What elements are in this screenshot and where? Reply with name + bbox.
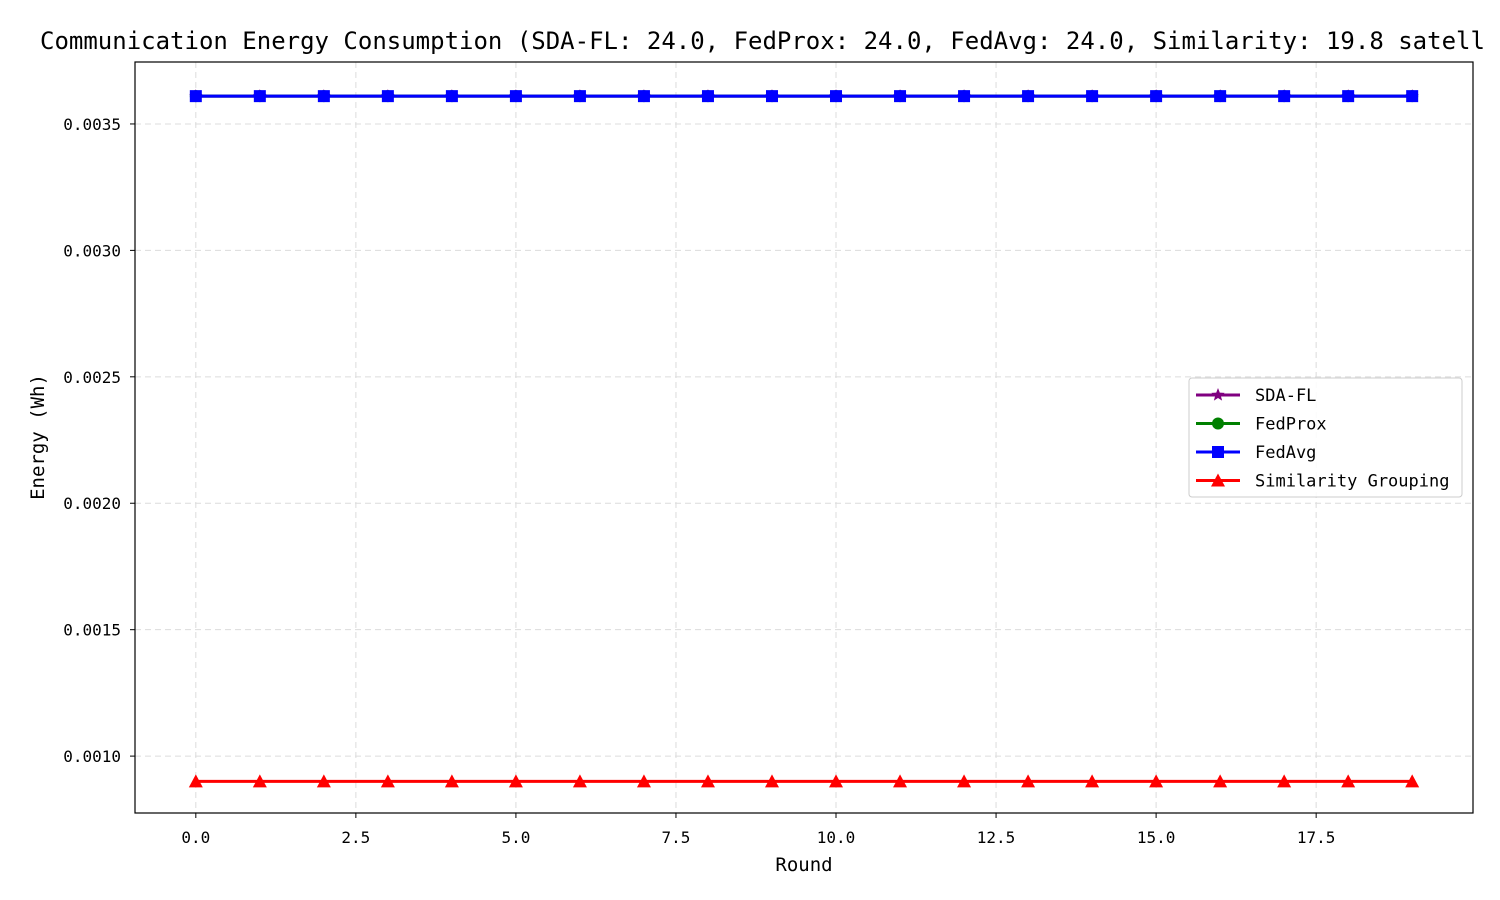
legend-label: SDA-FL	[1255, 386, 1316, 406]
x-tick-label: 0.0	[181, 828, 210, 847]
x-tick-label: 5.0	[501, 828, 530, 847]
data-point-similarity-grouping	[1149, 774, 1164, 788]
plot-area-frame	[134, 61, 1474, 814]
legend-label: FedAvg	[1255, 443, 1316, 463]
x-axis-label: Round	[775, 854, 832, 876]
data-point-fedavg	[1086, 90, 1099, 103]
data-point-similarity-grouping	[1085, 774, 1100, 788]
data-point-similarity-grouping	[1405, 774, 1420, 788]
y-tick-label: 0.0010	[63, 747, 121, 766]
x-tick-label: 7.5	[662, 828, 691, 847]
y-tick-label: 0.0025	[63, 368, 121, 387]
legend-box	[1188, 377, 1463, 498]
data-point-similarity-grouping	[1341, 774, 1356, 788]
legend: SDA-FL FedProx FedAvg Similarity Grouping	[1188, 377, 1463, 498]
data-point-similarity-grouping	[572, 774, 587, 788]
data-point-fedavg	[317, 90, 330, 103]
data-point-fedavg	[445, 90, 458, 103]
chart-title: Communication Energy Consumption (SDA-FL…	[40, 27, 1485, 55]
data-point-similarity-grouping	[508, 774, 523, 788]
y-tick-label: 0.0015	[63, 621, 121, 640]
data-point-similarity-grouping	[316, 774, 331, 788]
x-tick-label: 12.5	[977, 828, 1016, 847]
data-point-fedavg	[830, 90, 843, 103]
data-point-fedavg	[958, 90, 971, 103]
data-point-similarity-grouping	[893, 774, 908, 788]
y-tick-label: 0.0020	[63, 494, 121, 513]
data-point-fedavg	[509, 90, 522, 103]
data-point-similarity-grouping	[252, 774, 267, 788]
data-point-fedavg	[637, 90, 650, 103]
data-point-fedavg	[253, 90, 266, 103]
data-point-fedavg	[894, 90, 907, 103]
data-point-fedavg	[381, 90, 394, 103]
data-point-fedavg	[701, 90, 714, 103]
data-point-similarity-grouping	[444, 774, 459, 788]
data-point-fedavg	[1022, 90, 1035, 103]
legend-entry-fedavg: FedAvg	[1196, 443, 1316, 463]
data-point-fedavg	[1150, 90, 1163, 103]
legend-entry-sda-fl: SDA-FL	[1196, 386, 1316, 406]
x-tick-label: 10.0	[817, 828, 856, 847]
data-point-similarity-grouping	[957, 774, 972, 788]
legend-marker	[1212, 417, 1224, 430]
data-point-similarity-grouping	[380, 774, 395, 788]
data-point-fedavg	[189, 90, 202, 103]
data-point-similarity-grouping	[1213, 774, 1228, 788]
data-point-fedavg	[1214, 90, 1227, 103]
data-point-fedavg	[1342, 90, 1355, 103]
x-tick-label: 17.5	[1297, 828, 1336, 847]
legend-label: Similarity Grouping	[1255, 472, 1449, 492]
series-similarity-grouping	[188, 774, 1420, 788]
data-point-similarity-grouping	[700, 774, 715, 788]
data-point-fedavg	[765, 90, 778, 103]
data-point-fedavg	[1278, 90, 1291, 103]
data-point-similarity-grouping	[636, 774, 651, 788]
legend-marker	[1211, 473, 1225, 487]
y-axis-label: Energy (Wh)	[27, 374, 49, 500]
data-point-similarity-grouping	[1277, 774, 1292, 788]
y-tick-label: 0.0035	[63, 115, 121, 134]
series-fedavg	[189, 90, 1419, 103]
x-tick-label: 15.0	[1137, 828, 1176, 847]
legend-label: FedProx	[1255, 415, 1327, 435]
grid	[135, 62, 1473, 813]
data-point-similarity-grouping	[1021, 774, 1036, 788]
legend-marker	[1211, 388, 1225, 401]
legend-entry-similarity-grouping: Similarity Grouping	[1196, 472, 1449, 492]
x-tick-label: 2.5	[341, 828, 370, 847]
data-point-similarity-grouping	[829, 774, 844, 788]
data-point-similarity-grouping	[764, 774, 779, 788]
legend-marker	[1212, 446, 1224, 458]
legend-entry-fedprox: FedProx	[1196, 415, 1327, 435]
data-point-fedavg	[573, 90, 586, 103]
data-point-similarity-grouping	[188, 774, 203, 788]
y-tick-label: 0.0030	[63, 241, 121, 260]
series-layer	[188, 89, 1420, 788]
data-point-fedavg	[1406, 90, 1419, 103]
ticks: 0.0 2.5 5.0 7.5 10.0 12.5 15.0 17.5 0.0010 0.0015…	[63, 115, 1335, 847]
